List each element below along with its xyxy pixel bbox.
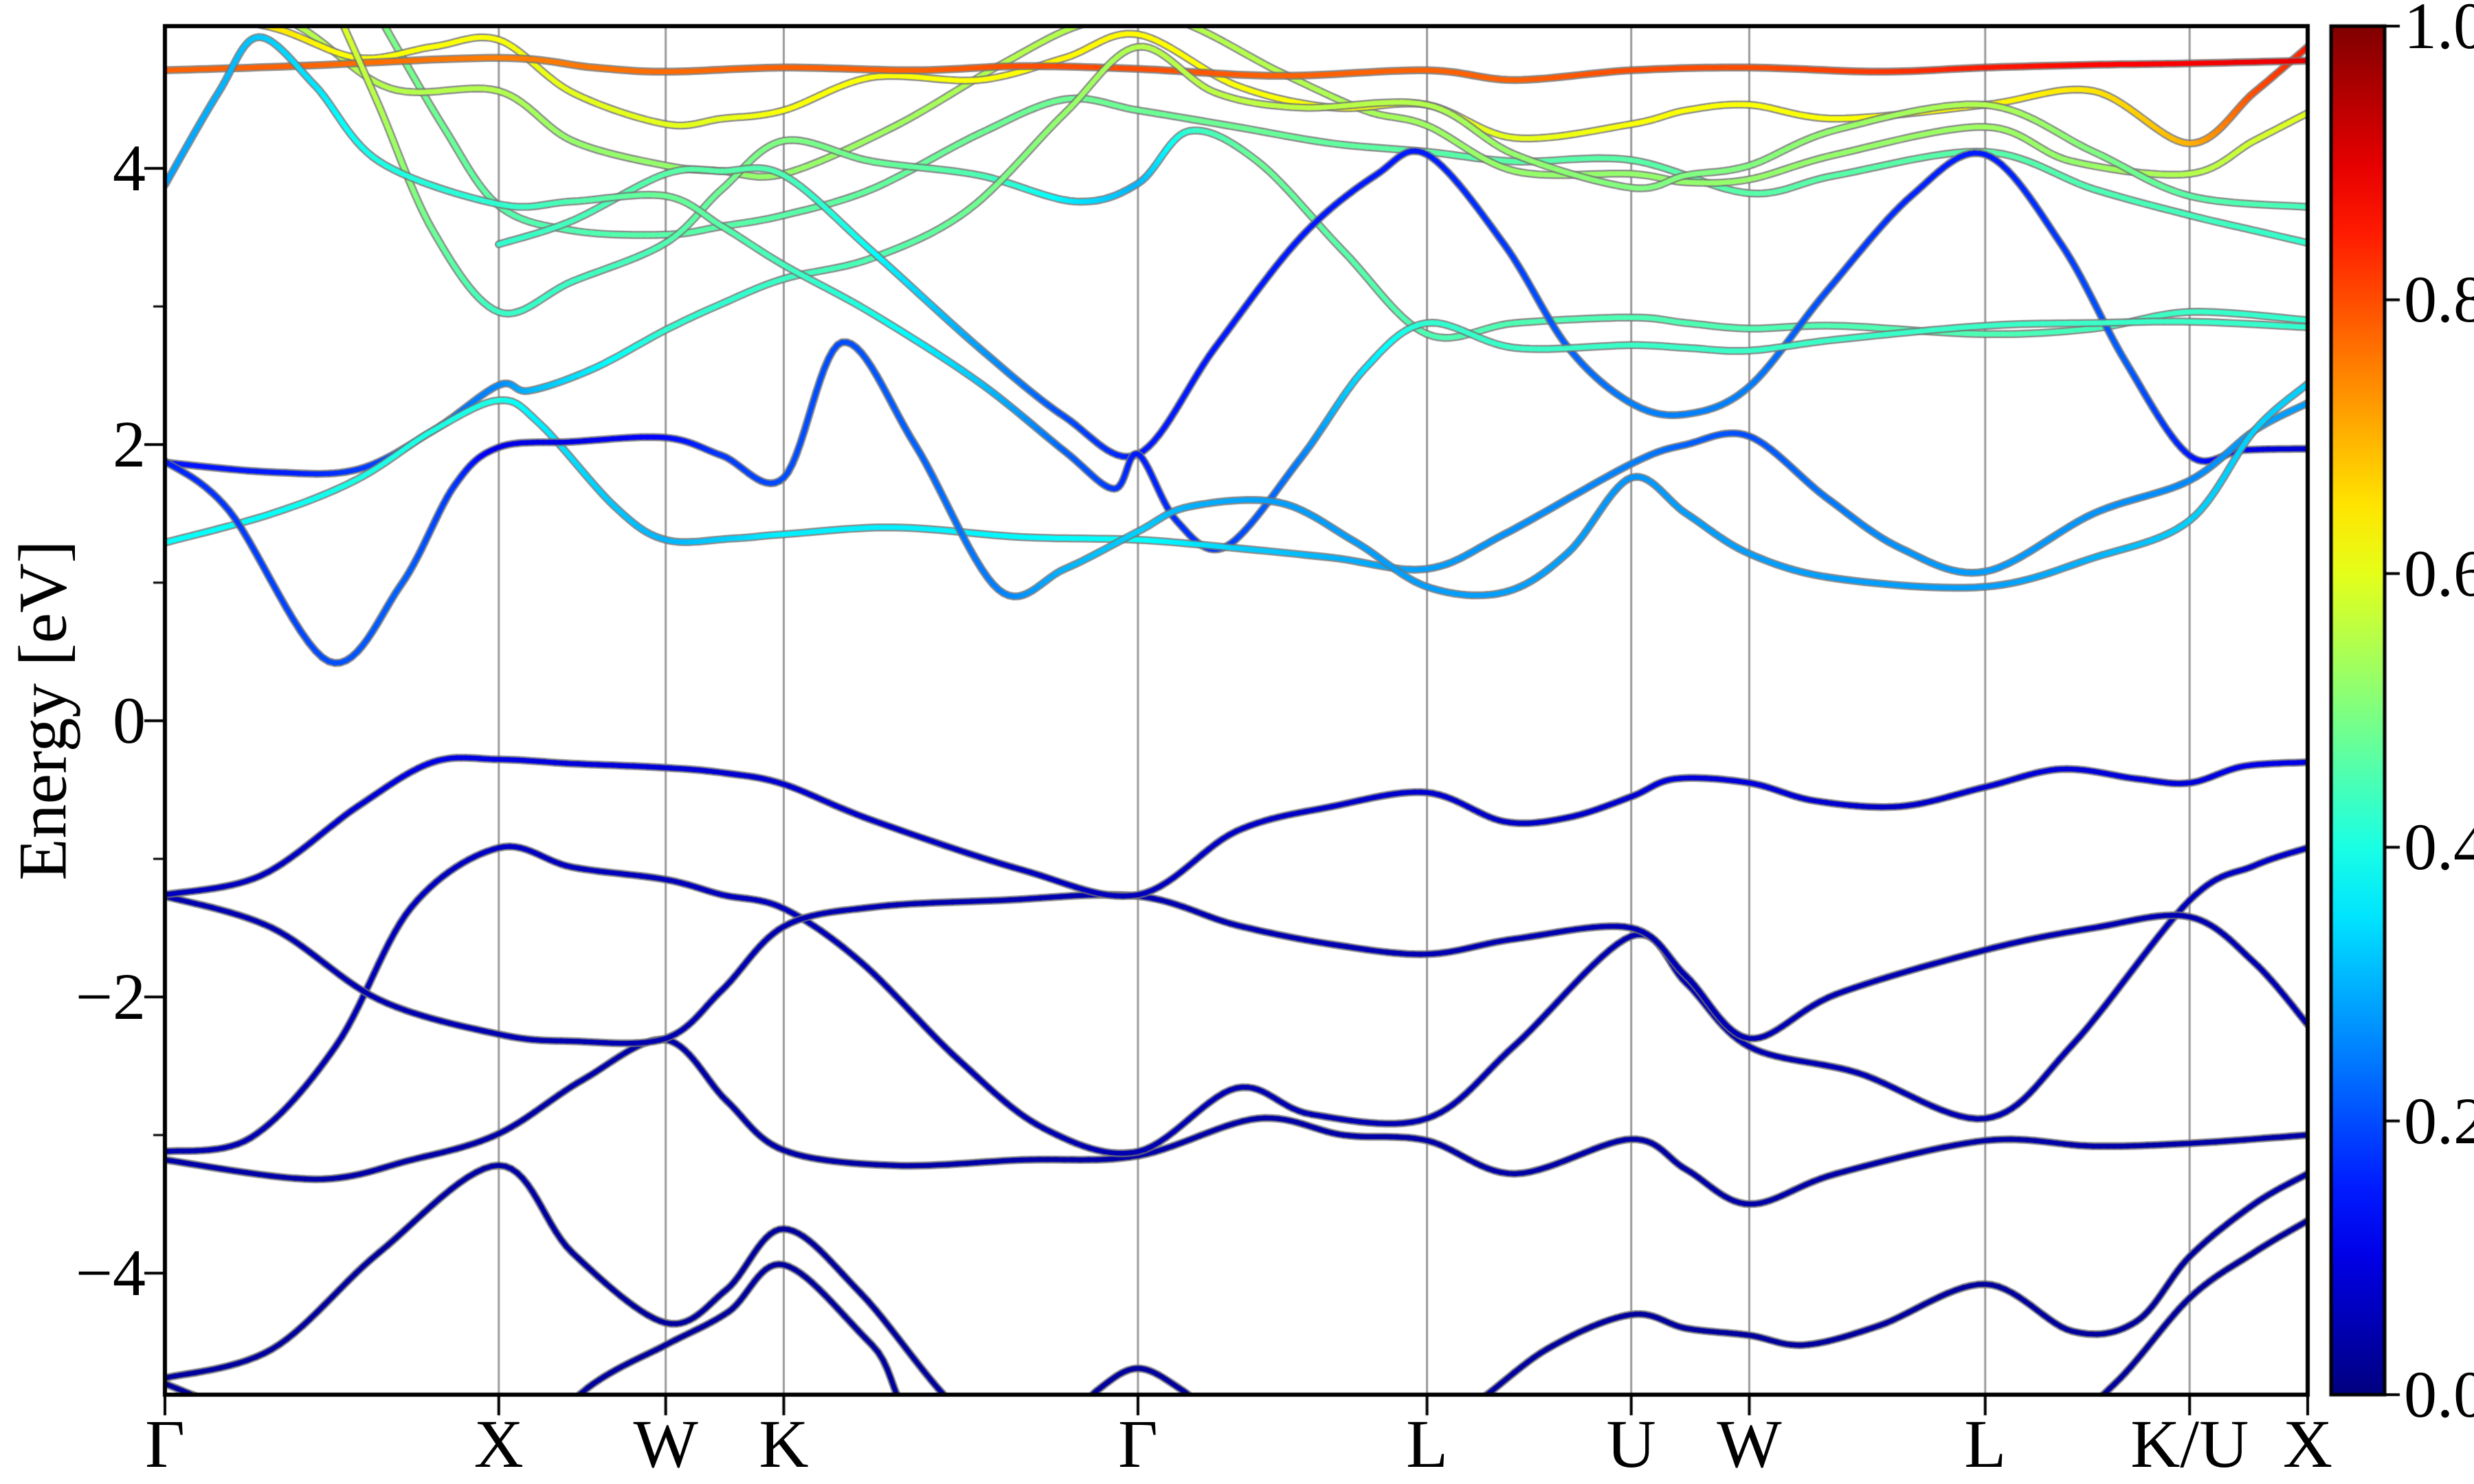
y-tick-label: 4 — [113, 131, 146, 205]
y-tick-label: 0 — [113, 684, 146, 758]
y-tick-label: −4 — [75, 1236, 146, 1310]
x-tick-label: X — [2282, 1406, 2333, 1482]
colorbar-tick-label: 0.4 — [2404, 810, 2474, 884]
y-axis-label: Energy [eV] — [4, 540, 81, 881]
x-tick-label: K/U — [2130, 1406, 2249, 1482]
x-tick-label: Γ — [1117, 1406, 1158, 1482]
x-tick-label: U — [1606, 1406, 1656, 1482]
colorbar-tick-label: 1.0 — [2404, 0, 2474, 63]
y-tick-label: −2 — [75, 960, 146, 1034]
y-tick-label: 2 — [113, 407, 146, 482]
x-tick-label: L — [1405, 1406, 1449, 1482]
colorbar-tick-label: 0.0 — [2404, 1358, 2474, 1431]
x-tick-label: K — [759, 1406, 809, 1482]
colorbar-tick-label: 0.2 — [2404, 1083, 2474, 1158]
x-tick-label: Γ — [145, 1406, 185, 1482]
x-tick-label: L — [1964, 1406, 2007, 1482]
colorbar-tick-label: 0.8 — [2404, 262, 2474, 337]
x-tick-label: W — [633, 1406, 698, 1482]
x-tick-label: X — [473, 1406, 524, 1482]
colorbar-tick-label: 0.6 — [2404, 536, 2474, 610]
x-tick-label: W — [1717, 1406, 1782, 1482]
